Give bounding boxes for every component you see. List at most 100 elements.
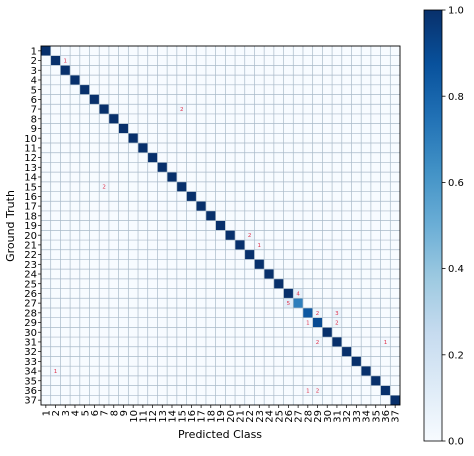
heatmap-cell-diagonal-27	[293, 298, 303, 308]
colorbar-tick-label: 1.0	[448, 6, 464, 17]
y-tick-label-8: 8	[31, 114, 37, 125]
x-tick-label-25: 25	[274, 410, 285, 423]
heatmap-cell-29-31	[332, 317, 342, 328]
y-tick-label-21: 21	[24, 241, 37, 252]
count-label-29-31: 2	[335, 321, 339, 327]
x-tick-label-28: 28	[303, 410, 314, 423]
heatmap-cell-26-27	[293, 288, 303, 299]
x-tick-label-34: 34	[362, 410, 373, 423]
heatmap-cell-diagonal-30	[322, 327, 333, 338]
x-tick-label-18: 18	[206, 410, 217, 423]
x-tick-label-30: 30	[323, 410, 334, 423]
y-tick-label-19: 19	[24, 221, 37, 232]
y-tick-label-20: 20	[24, 231, 37, 242]
x-tick-label-4: 4	[71, 410, 82, 416]
x-tick-label-33: 33	[352, 410, 363, 423]
heatmap-cell-diagonal-20	[225, 230, 236, 241]
heatmap-cell-28-29	[312, 307, 323, 318]
y-axis-label: Ground Truth	[4, 190, 17, 262]
x-tick-label-2: 2	[51, 410, 62, 416]
x-tick-label-7: 7	[100, 410, 111, 416]
y-tick-label-31: 31	[24, 338, 37, 349]
count-label-36-29: 2	[316, 388, 320, 394]
y-tick-label-32: 32	[24, 347, 37, 358]
colorbar-ticks: 0.0 0.2 0.4 0.6 0.8 1.0	[442, 6, 464, 448]
y-tick-label-3: 3	[31, 66, 37, 77]
heatmap-cell-diagonal-25	[273, 278, 284, 289]
y-tick-label-22: 22	[24, 250, 37, 261]
heatmap-cell-diagonal-28	[302, 307, 313, 318]
x-tick-label-8: 8	[109, 410, 120, 416]
x-tick-label-16: 16	[187, 410, 198, 423]
x-tick-label-15: 15	[177, 410, 188, 423]
heatmap-cell-diagonal-19	[215, 220, 226, 231]
x-tick-label-37: 37	[391, 410, 402, 423]
y-tick-label-7: 7	[31, 105, 37, 116]
heatmap-cell-diagonal-18	[205, 210, 216, 221]
count-label-15-7: 2	[102, 185, 106, 191]
heatmap-cell-diagonal-32	[341, 346, 352, 357]
x-axis-label: Predicted Class	[178, 428, 262, 441]
heatmap-cell-diagonal-9	[118, 123, 129, 134]
x-tick-label-21: 21	[236, 410, 247, 423]
heatmap-cell-diagonal-24	[264, 269, 274, 279]
y-tick-label-9: 9	[31, 124, 37, 135]
x-tick-label-27: 27	[294, 410, 305, 423]
y-tick-label-14: 14	[24, 173, 37, 184]
heatmap-cell-diagonal-35	[370, 375, 381, 386]
heatmap-cell-diagonal-17	[196, 201, 206, 211]
x-tick-label-1: 1	[41, 410, 52, 416]
y-tick-label-15: 15	[24, 182, 37, 193]
x-tick-label-31: 31	[333, 410, 344, 423]
y-tick-label-6: 6	[31, 95, 37, 106]
heatmap-cell-diagonal-16	[186, 191, 197, 202]
heatmap-cells	[41, 46, 400, 405]
heatmap-cell-diagonal-12	[147, 152, 158, 163]
heatmap-cell-diagonal-22	[244, 249, 255, 260]
y-tick-label-35: 35	[24, 376, 37, 387]
x-tick-label-35: 35	[371, 410, 382, 423]
colorbar-tick-label: 0.0	[448, 437, 464, 448]
heatmap-cell-diagonal-10	[128, 133, 139, 144]
y-tick-label-30: 30	[24, 328, 37, 339]
heatmap-cell-34-2	[50, 366, 61, 376]
x-tick-label-26: 26	[284, 410, 295, 423]
heatmap-cell-diagonal-21	[235, 240, 245, 250]
x-tick-label-23: 23	[255, 410, 266, 423]
heatmap-cell-diagonal-3	[60, 65, 71, 76]
heatmap-cell-diagonal-7	[99, 104, 109, 114]
heatmap-cell-diagonal-33	[351, 356, 362, 367]
y-tick-label-10: 10	[24, 134, 37, 145]
heatmap-cell-15-7	[99, 181, 109, 192]
count-label-2-3: 1	[64, 59, 68, 65]
x-tick-label-6: 6	[90, 410, 101, 416]
colorbar-tick-label: 0.2	[448, 350, 464, 361]
heatmap-cell-diagonal-26	[283, 288, 294, 299]
y-tick-label-25: 25	[24, 279, 37, 290]
count-label-36-28: 1	[306, 388, 310, 394]
heatmap-cell-27-26	[283, 298, 294, 308]
heatmap-cell-7-15	[176, 104, 187, 114]
x-tick-label-12: 12	[148, 410, 159, 423]
x-tick-label-24: 24	[265, 410, 276, 423]
heatmap-cell-diagonal-8	[108, 113, 119, 124]
y-tick-label-26: 26	[24, 289, 37, 300]
y-tick-label-4: 4	[31, 76, 37, 87]
x-tick-label-17: 17	[197, 410, 208, 423]
x-tick-label-10: 10	[129, 410, 140, 423]
colorbar	[423, 9, 443, 442]
x-tick-label-5: 5	[80, 410, 91, 416]
heatmap-cell-2-3	[60, 55, 71, 66]
x-tick-label-22: 22	[245, 410, 256, 423]
heatmap-cell-diagonal-6	[89, 94, 100, 105]
heatmap-cell-36-29	[312, 385, 323, 396]
count-label-27-26: 5	[287, 301, 291, 307]
heatmap-cell-31-29	[312, 337, 323, 347]
y-tick-label-2: 2	[31, 56, 37, 67]
heatmap-cell-diagonal-29	[312, 317, 323, 328]
y-tick-label-12: 12	[24, 153, 37, 164]
x-tick-label-32: 32	[342, 410, 353, 423]
count-label-31-29: 2	[316, 340, 320, 346]
y-tick-labels: 1234567891011121314151617181920212223242…	[24, 46, 41, 407]
heatmap-cell-20-22	[244, 230, 255, 241]
